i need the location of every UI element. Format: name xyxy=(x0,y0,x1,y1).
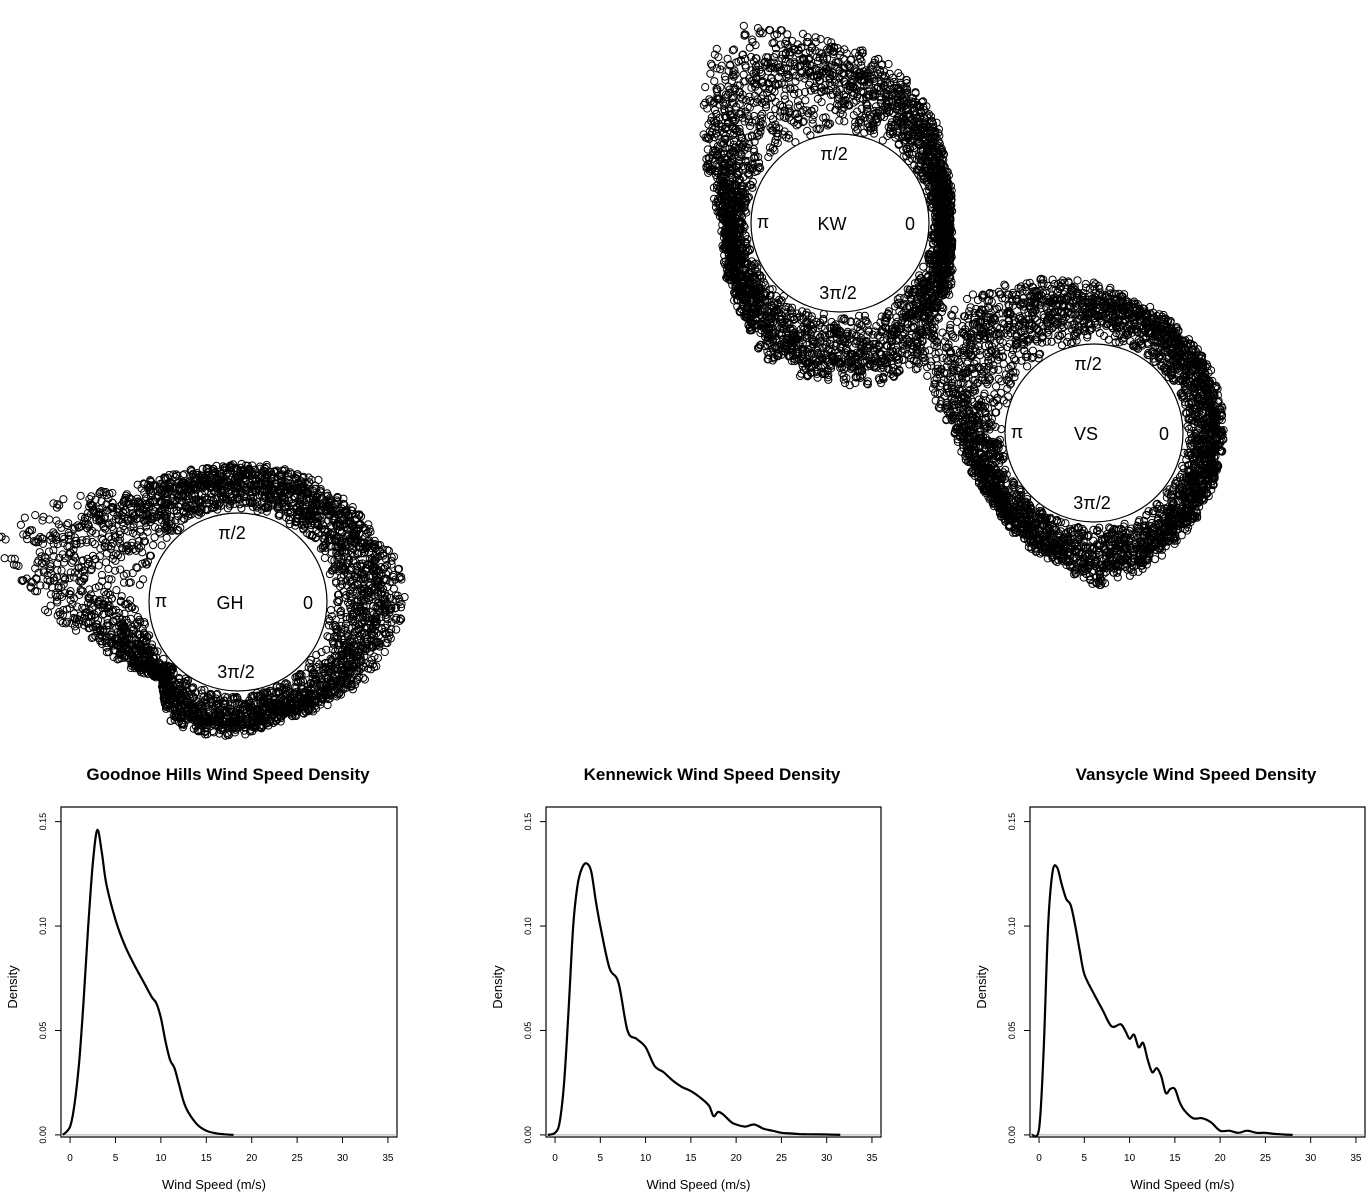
rose-point xyxy=(304,473,313,482)
rose-point xyxy=(104,564,113,574)
rose-point xyxy=(394,564,404,573)
wind-rose-gh: GH 0 π/2 π 3π/2 xyxy=(0,459,409,740)
rose-point xyxy=(381,569,391,578)
rose-point xyxy=(382,560,392,570)
rose-point xyxy=(380,563,389,572)
rose-point xyxy=(318,521,328,530)
angle-label-3pi-half: 3π/2 xyxy=(217,662,254,682)
rose-point xyxy=(393,591,402,600)
rose-point xyxy=(333,492,342,502)
rose-point xyxy=(112,586,121,595)
rose-point xyxy=(389,552,399,561)
rose-point xyxy=(73,501,82,510)
rose-point xyxy=(793,102,802,111)
rose-point xyxy=(16,520,25,530)
rose-point xyxy=(96,544,105,553)
rose-point xyxy=(365,581,374,590)
rose-point xyxy=(335,520,345,529)
rose-point xyxy=(383,545,392,555)
angle-label-pi: π xyxy=(155,591,167,611)
rose-point xyxy=(706,69,715,78)
rose-point xyxy=(353,570,362,579)
rose-point xyxy=(340,565,349,574)
rose-point xyxy=(67,558,76,568)
rose-point xyxy=(384,546,393,555)
rose-point xyxy=(162,533,171,542)
rose-point xyxy=(397,575,406,584)
rose-point xyxy=(739,70,748,79)
rose-point xyxy=(20,513,29,522)
rose-center-label: GH xyxy=(217,593,244,613)
rose-point xyxy=(38,539,48,549)
rose-point xyxy=(280,465,289,474)
rose-point xyxy=(149,541,158,550)
rose-point xyxy=(119,578,129,587)
rose-point xyxy=(64,519,73,528)
rose-point xyxy=(139,575,148,584)
rose-point xyxy=(76,491,85,500)
rose-point xyxy=(387,556,396,566)
rose-point xyxy=(150,533,159,542)
rose-point xyxy=(157,541,166,550)
rose-point xyxy=(278,466,287,475)
rose-point xyxy=(739,21,748,30)
angle-label-0: 0 xyxy=(303,593,313,613)
rose-point xyxy=(285,512,294,522)
rose-point xyxy=(710,77,719,86)
rose-point xyxy=(355,510,364,519)
rose-point xyxy=(31,510,40,520)
rose-point xyxy=(764,153,773,162)
rose-point xyxy=(23,535,32,544)
rose-point xyxy=(72,626,81,635)
rose-points xyxy=(0,459,409,740)
rose-point xyxy=(312,525,321,535)
rose-point xyxy=(111,566,120,575)
rose-point xyxy=(811,33,820,42)
rose-point xyxy=(723,54,732,63)
rose-point xyxy=(377,563,386,572)
rose-point xyxy=(305,478,314,487)
rose-point xyxy=(365,572,374,581)
rose-point xyxy=(314,475,323,484)
rose-point xyxy=(391,595,400,604)
rose-point xyxy=(323,489,332,498)
rose-point xyxy=(701,83,710,92)
rose-point xyxy=(59,558,69,567)
rose-point xyxy=(790,89,799,99)
rose-point xyxy=(320,553,329,563)
rose-point xyxy=(397,572,406,582)
rose-point xyxy=(259,497,268,506)
rose-point xyxy=(364,520,373,529)
rose-point xyxy=(293,470,302,479)
rose-point xyxy=(357,561,366,570)
rose-point xyxy=(380,647,389,657)
rose-point xyxy=(357,549,366,558)
rose-point xyxy=(840,117,849,126)
rose-point xyxy=(360,675,369,684)
rose-point xyxy=(135,580,144,589)
angle-label-pi-half: π/2 xyxy=(218,523,245,543)
rose-point xyxy=(0,554,9,563)
rose-point xyxy=(345,566,354,575)
rose-point xyxy=(262,507,271,516)
rose-point xyxy=(382,576,391,585)
rose-point xyxy=(348,503,357,512)
rose-point xyxy=(143,527,152,536)
rose-point xyxy=(835,116,844,125)
rose-point xyxy=(305,531,314,540)
rose-point xyxy=(366,573,375,583)
rose-point xyxy=(392,625,401,634)
rose-point xyxy=(331,577,341,586)
rose-point xyxy=(312,517,322,526)
rose-point xyxy=(327,548,336,557)
